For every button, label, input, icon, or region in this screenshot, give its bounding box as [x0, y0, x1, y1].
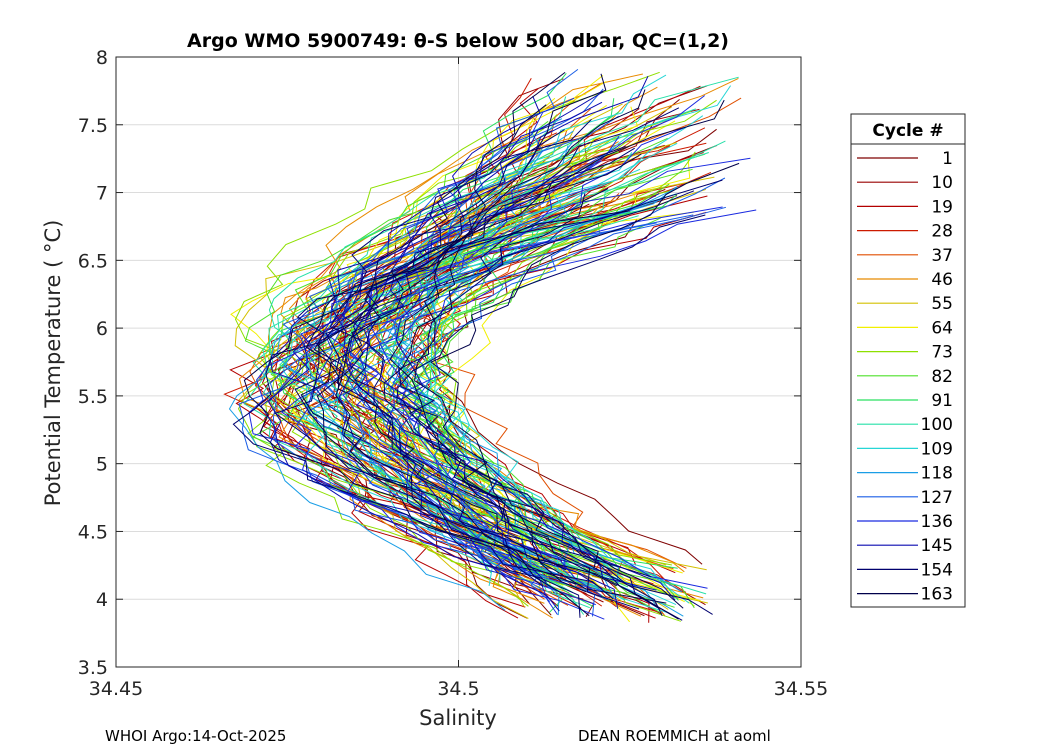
- legend-label: 19: [931, 197, 953, 217]
- y-tick-label: 5.5: [78, 386, 108, 408]
- y-tick-label: 7.5: [78, 115, 108, 137]
- profile-line: [232, 145, 626, 600]
- profile-line: [294, 129, 581, 618]
- profile-line: [335, 104, 590, 617]
- legend-items: 1 10 19 28 37 46 55 64 73 82 91 100 109 118 127 136 145 1…: [857, 149, 953, 605]
- y-tick-label: 6: [96, 318, 108, 340]
- y-tick-label: 4: [96, 589, 108, 611]
- profile-line: [311, 187, 678, 570]
- profile-line: [384, 145, 683, 593]
- y-tick-label: 5: [96, 454, 108, 476]
- profile-line: [274, 107, 680, 578]
- profile-line: [294, 85, 732, 606]
- y-tick-label: 4.5: [78, 521, 108, 543]
- profile-line: [243, 153, 667, 604]
- profile-line: [383, 188, 618, 587]
- y-tick-label: 7: [96, 183, 108, 205]
- legend-label: 145: [921, 536, 953, 556]
- profile-line: [349, 157, 751, 587]
- legend-label: 109: [921, 439, 953, 459]
- legend-label: 46: [931, 270, 953, 290]
- legend-label: 64: [931, 318, 953, 338]
- legend-label: 28: [931, 222, 953, 242]
- x-tick-label: 34.45: [89, 678, 143, 700]
- legend-label: 163: [921, 585, 953, 605]
- profile-line: [331, 101, 676, 601]
- x-axis-label: Salinity: [419, 706, 497, 730]
- profile-line: [237, 114, 672, 566]
- profile-line: [330, 147, 663, 617]
- profile-line: [329, 118, 640, 610]
- profile-line: [389, 73, 684, 609]
- x-tick-label: 34.55: [774, 678, 828, 700]
- profile-line: [398, 193, 660, 610]
- profile-line: [322, 206, 723, 568]
- profile-line: [316, 89, 679, 620]
- x-axis-ticks: 34.45 34.5 34.55: [89, 57, 828, 700]
- profile-line: [377, 214, 694, 576]
- profile-line: [228, 142, 573, 611]
- profile-line: [341, 129, 547, 583]
- legend-label: 136: [921, 512, 953, 532]
- profile-line: [332, 115, 619, 617]
- plot-area: 34.45 34.5 34.55 3.5 4 4.5 5 5.5 6 6.5 7 7.5 8: [78, 47, 828, 700]
- profile-line: [248, 160, 602, 606]
- y-tick-label: 8: [96, 47, 108, 69]
- profile-line: [430, 162, 740, 593]
- legend: Cycle # 1 10 19 28 37 46 55 64 73 82 91 100 109 118 12…: [850, 113, 966, 608]
- profile-line: [396, 214, 713, 615]
- footer-left: WHOI Argo:14-Oct-2025: [105, 727, 286, 745]
- profile-line: [414, 72, 599, 569]
- legend-label: 1: [942, 149, 953, 169]
- legend-label: 127: [921, 488, 953, 508]
- legend-label: 82: [931, 367, 953, 387]
- y-axis-label: Potential Temperature ( °C): [41, 220, 65, 507]
- legend-label: 91: [931, 391, 953, 411]
- profile-line: [281, 209, 757, 620]
- profile-line: [268, 145, 562, 582]
- profile-curves: [223, 68, 757, 623]
- legend-label: 73: [931, 343, 953, 363]
- legend-label: 10: [931, 173, 953, 193]
- profile-line: [317, 132, 687, 593]
- y-axis-ticks: 3.5 4 4.5 5 5.5 6 6.5 7 7.5 8: [78, 47, 801, 679]
- chart-title: Argo WMO 5900749: θ-S below 500 dbar, QC…: [187, 30, 729, 52]
- y-tick-label: 6.5: [78, 250, 108, 272]
- profile-line: [393, 68, 579, 571]
- legend-label: 100: [921, 415, 953, 435]
- profile-line: [341, 163, 657, 591]
- profile-line: [260, 91, 612, 575]
- x-tick-label: 34.5: [437, 678, 479, 700]
- legend-label: 118: [921, 464, 953, 484]
- y-tick-label: 3.5: [78, 657, 108, 679]
- footer-right: DEAN ROEMMICH at aoml: [578, 727, 771, 745]
- legend-title: Cycle #: [872, 121, 943, 141]
- legend-label: 154: [921, 560, 953, 580]
- legend-label: 37: [931, 246, 953, 266]
- profile-line: [339, 108, 640, 603]
- profile-line: [338, 95, 560, 612]
- profile-line: [300, 99, 725, 585]
- legend-label: 55: [931, 294, 953, 314]
- legend-box: [850, 113, 966, 608]
- profile-line: [311, 209, 645, 584]
